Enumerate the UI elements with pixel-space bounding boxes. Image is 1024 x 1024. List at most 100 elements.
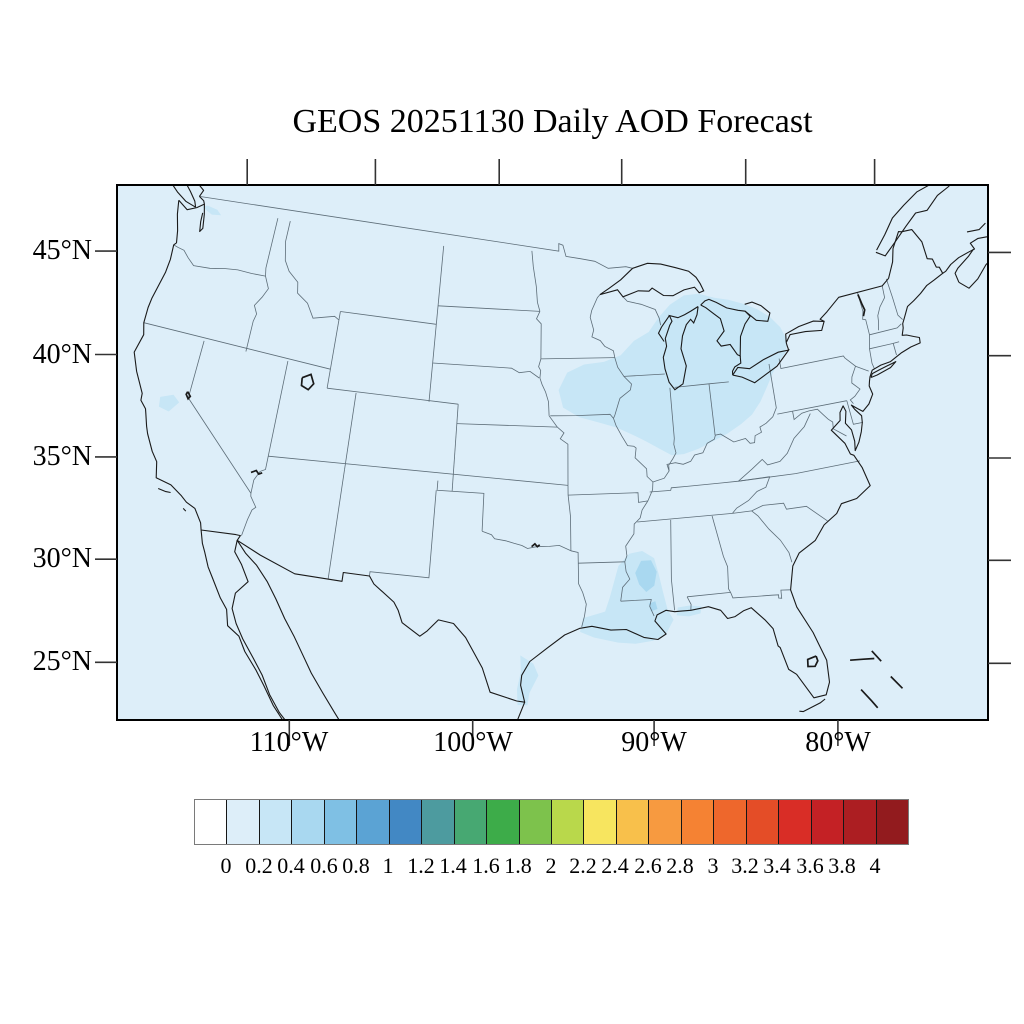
- water-feature: [871, 650, 882, 662]
- water-feature: [806, 655, 819, 668]
- coastline: [182, 508, 187, 512]
- lake-outline: [599, 262, 705, 298]
- colorbar-cell: [551, 800, 585, 844]
- state-border: [567, 485, 572, 551]
- colorbar-tick-label: 0.6: [310, 853, 338, 878]
- state-border: [436, 480, 485, 532]
- state-border: [777, 400, 847, 415]
- colorbar-cell: [779, 800, 812, 844]
- coastline: [236, 540, 340, 720]
- longitude-tick-label: 110°W: [249, 727, 329, 758]
- state-border: [568, 492, 648, 503]
- state-border: [846, 400, 863, 425]
- state-border: [613, 357, 654, 502]
- colorbar-tick-label: 2.8: [666, 853, 694, 878]
- water-feature: [890, 675, 904, 689]
- plot-title: GEOS 20251130 Daily AOD Forecast: [292, 103, 813, 140]
- colorbar-cell: [259, 800, 293, 844]
- lake-outline: [785, 342, 790, 351]
- colorbar-cell: [844, 800, 877, 844]
- state-border: [428, 245, 445, 402]
- state-border: [792, 408, 847, 437]
- coastline: [954, 249, 974, 283]
- colorbar-cell: [357, 800, 390, 844]
- coastline: [178, 196, 205, 211]
- state-border: [623, 373, 665, 377]
- state-border: [877, 285, 886, 331]
- colorbar-tick-label: 1.6: [472, 853, 500, 878]
- latitude-tick-label: 35°N: [32, 441, 92, 472]
- state-border: [268, 455, 569, 486]
- state-border: [265, 218, 279, 277]
- state-border: [620, 500, 649, 602]
- colorbar-cell: [195, 800, 228, 844]
- colorbar-tick-label: 1.4: [439, 853, 467, 878]
- state-border: [674, 381, 729, 388]
- colorbar-tick-label: 2: [545, 853, 557, 878]
- state-border: [245, 276, 269, 352]
- state-border: [250, 361, 289, 494]
- axis-ticks: [95, 159, 1011, 746]
- colorbar-cell: [584, 800, 617, 844]
- state-border: [531, 250, 541, 312]
- state-border: [173, 244, 266, 277]
- state-border: [578, 561, 625, 564]
- colorbar-cell: [811, 800, 845, 844]
- map-area: [117, 185, 988, 720]
- state-border: [548, 415, 558, 428]
- colorbar-cell: [519, 800, 552, 844]
- state-border: [143, 322, 331, 370]
- water-feature: [850, 657, 875, 662]
- colorbar-cell: [454, 800, 488, 844]
- longitude-tick-label: 100°W: [433, 727, 513, 758]
- state-border: [708, 383, 716, 436]
- colorbar-cell: [422, 800, 455, 844]
- coastline: [966, 222, 986, 233]
- lake-outline: [744, 301, 771, 322]
- colorbar-cell: [681, 800, 715, 844]
- state-border: [620, 599, 655, 617]
- colorbar-cell: [487, 800, 520, 844]
- colorbar-tick-label: 3: [707, 853, 719, 878]
- state-border: [686, 596, 692, 611]
- state-border: [589, 294, 616, 358]
- colorbar-cell: [746, 800, 780, 844]
- state-border: [539, 377, 550, 416]
- water-feature: [860, 689, 879, 709]
- state-border: [451, 404, 459, 492]
- colorbar-cell: [649, 800, 682, 844]
- water-feature: [250, 469, 263, 476]
- coastline: [199, 204, 205, 233]
- colorbar-tick-label: 1.8: [504, 853, 532, 878]
- water-feature: [857, 294, 866, 317]
- state-border: [885, 278, 903, 320]
- longitude-tick-label: 90°W: [621, 727, 687, 758]
- colorbar-cell: [714, 800, 747, 844]
- coastline: [200, 529, 286, 720]
- water-feature: [300, 373, 315, 391]
- state-border: [432, 362, 540, 379]
- state-border: [869, 323, 902, 336]
- latitude-tick-label: 40°N: [32, 339, 92, 370]
- state-border: [768, 363, 775, 397]
- colorbar-tick-label: 0: [220, 853, 232, 878]
- state-border: [670, 519, 675, 611]
- state-border: [751, 510, 793, 563]
- map-background: [117, 185, 988, 720]
- state-border: [687, 592, 731, 598]
- state-border: [730, 589, 791, 599]
- lake-outline: [662, 306, 699, 391]
- state-border: [668, 387, 677, 472]
- colorbar-tick-label: 3.8: [828, 853, 856, 878]
- state-border: [550, 413, 614, 419]
- state-border: [284, 221, 340, 321]
- longitude-tick-label: 80°W: [805, 727, 871, 758]
- colorbar-cell: [876, 800, 908, 844]
- state-border: [340, 311, 437, 325]
- state-border: [437, 305, 540, 312]
- state-border: [637, 513, 733, 523]
- aod-patch-low: [158, 394, 180, 412]
- state-border: [622, 296, 661, 326]
